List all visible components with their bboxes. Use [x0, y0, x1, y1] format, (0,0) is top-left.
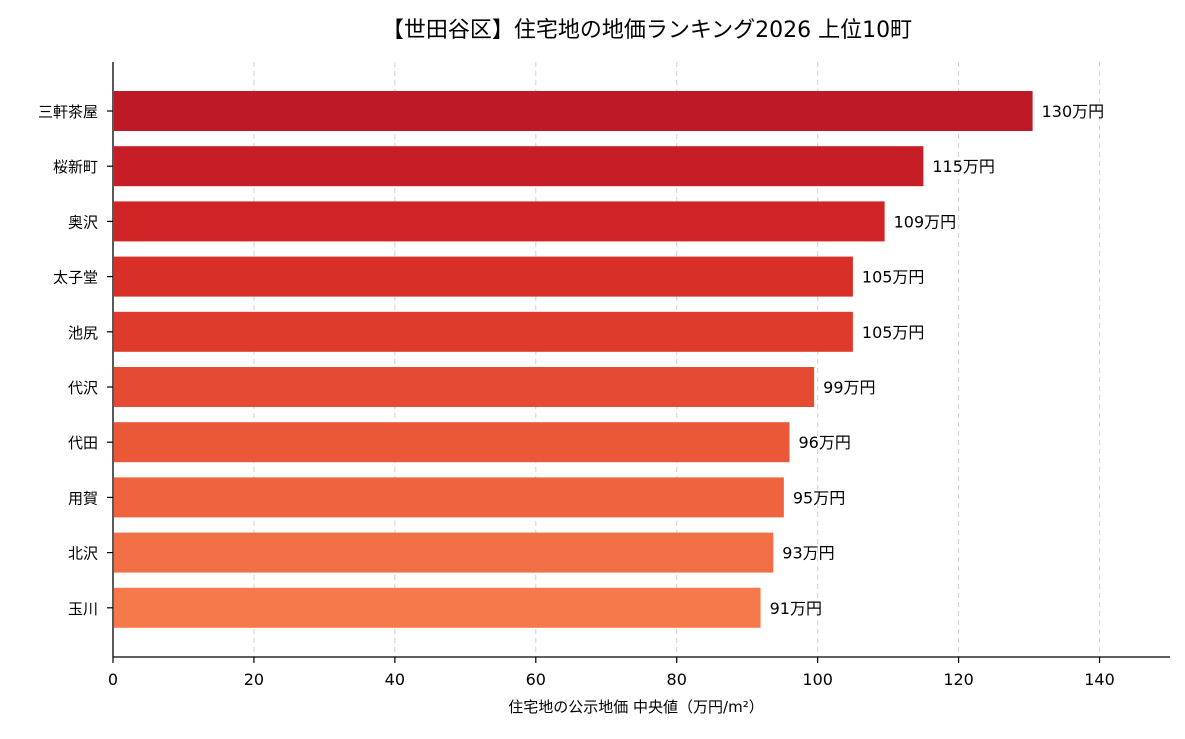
category-label: 太子堂	[53, 269, 98, 287]
category-label: 桜新町	[53, 158, 98, 176]
x-tick-label: 120	[943, 670, 974, 689]
bar	[114, 146, 924, 187]
category-label: 玉川	[68, 600, 98, 618]
x-tick-label: 80	[667, 670, 687, 689]
data-label: 105万円	[862, 268, 925, 287]
category-label: 池尻	[68, 324, 98, 342]
data-label: 95万円	[793, 488, 845, 507]
category-label: 三軒茶屋	[38, 103, 98, 121]
bar	[114, 367, 815, 407]
bar	[114, 91, 1033, 131]
axes	[112, 62, 1170, 658]
data-label: 91万円	[770, 599, 822, 618]
data-label: 93万円	[782, 544, 834, 563]
category-label: 代田	[68, 434, 98, 452]
bar	[114, 587, 761, 628]
category-label: 代沢	[68, 379, 98, 397]
chart-title: 【世田谷区】住宅地の地価ランキング2026 上位10町	[382, 18, 912, 43]
data-labels: 130万円 115万円 109万円 105万円 105万円 99万円 96万円 95万円 93万…	[770, 102, 1105, 618]
x-ticks: 0 20 40 60 80 100 120 140	[108, 657, 1115, 689]
bar	[114, 477, 784, 518]
category-label: 北沢	[68, 545, 98, 563]
x-tick-label: 40	[385, 670, 405, 689]
category-label: 奥沢	[68, 213, 98, 231]
x-tick-label: 140	[1084, 670, 1115, 689]
data-label: 105万円	[862, 323, 925, 342]
x-tick-label: 20	[244, 670, 264, 689]
data-label: 115万円	[932, 157, 995, 176]
data-label: 130万円	[1042, 102, 1105, 121]
bar	[114, 532, 774, 573]
data-label: 99万円	[823, 378, 875, 397]
data-label: 96万円	[798, 433, 850, 452]
x-tick-label: 60	[526, 670, 546, 689]
bar	[114, 201, 885, 242]
x-axis-label: 住宅地の公示地価 中央値（万円/m²）	[508, 698, 763, 716]
category-label: 用賀	[68, 489, 98, 507]
data-label: 109万円	[894, 212, 957, 231]
bar	[114, 422, 790, 463]
bar	[114, 256, 853, 297]
x-tick-label: 0	[108, 670, 118, 689]
bar	[114, 311, 853, 352]
bars	[114, 91, 1033, 628]
x-tick-label: 100	[802, 670, 833, 689]
